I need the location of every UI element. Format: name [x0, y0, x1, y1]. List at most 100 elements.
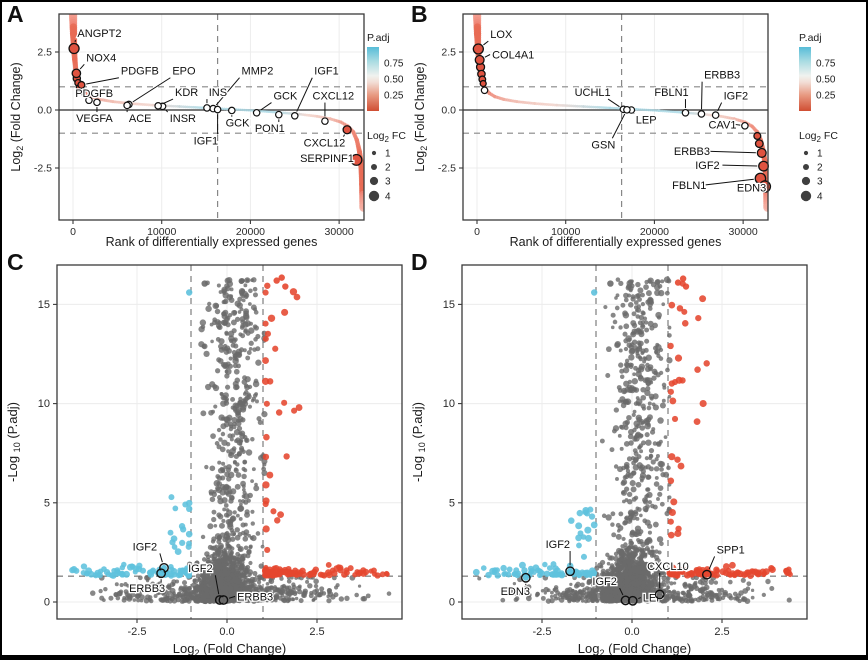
svg-text:15: 15 — [38, 299, 50, 311]
svg-text:0: 0 — [70, 226, 76, 238]
svg-text:30000: 30000 — [325, 226, 354, 238]
svg-text:0.75: 0.75 — [384, 59, 404, 70]
svg-text:Log2 (Fold Change): Log2 (Fold Change) — [413, 62, 429, 171]
gene-annotations: IGF2 ERBB3 IGF2 ERBB3 — [128, 540, 274, 605]
svg-text:0.75: 0.75 — [816, 59, 836, 70]
svg-text:2: 2 — [817, 163, 823, 174]
svg-text:Rank of differentially express: Rank of differentially expressed genes — [106, 235, 318, 249]
point-cloud — [472, 275, 793, 604]
gene-labels: ANGPT2 NOX4 PDGFB EPO MMP2 IGF1 PDGFB VEGFA ACE I… — [74, 27, 355, 167]
panel-a-rank-plot: ANGPT2 NOX4 PDGFB EPO MMP2 IGF1 PDGFB VEGFA ACE I… — [9, 13, 406, 249]
legend: P.adj 0.75 0.50 0.25 Log2 FC 1 2 3 4 — [799, 32, 838, 203]
svg-text:20000: 20000 — [640, 226, 669, 238]
svg-text:ERBB3: ERBB3 — [674, 146, 710, 158]
svg-text:ERBB3: ERBB3 — [704, 70, 740, 82]
svg-text:-2.5: -2.5 — [438, 163, 456, 175]
svg-text:-2.5: -2.5 — [34, 163, 52, 175]
svg-text:ACE: ACE — [129, 113, 152, 125]
svg-text:0: 0 — [44, 597, 50, 609]
svg-text:0.0: 0.0 — [441, 105, 456, 117]
svg-text:EPO: EPO — [172, 66, 196, 78]
svg-text:0.25: 0.25 — [384, 91, 404, 102]
panel-c-volcano-plot: IGF2 ERBB3 IGF2 ERBB3 -2.5 0.0 2.5 0 5 10 15 Log2 (… — [5, 264, 403, 658]
legend: P.adj 0.75 0.50 0.25 Log2 FC 1 2 3 4 — [367, 32, 406, 203]
svg-text:-2.5: -2.5 — [128, 626, 147, 638]
svg-text:2.5: 2.5 — [309, 626, 324, 638]
svg-text:10000: 10000 — [551, 226, 580, 238]
svg-text:0.25: 0.25 — [816, 91, 836, 102]
svg-text:20000: 20000 — [236, 226, 265, 238]
svg-text:IGF2: IGF2 — [133, 541, 157, 553]
panel-a-letter: A — [7, 1, 24, 27]
svg-text:P.adj: P.adj — [799, 32, 822, 44]
svg-text:CAV1: CAV1 — [709, 120, 737, 132]
svg-text:VEGFA: VEGFA — [76, 113, 113, 125]
svg-text:10: 10 — [38, 398, 50, 410]
svg-text:2: 2 — [385, 163, 391, 174]
svg-text:4: 4 — [817, 192, 823, 203]
svg-text:ERBB3: ERBB3 — [129, 583, 165, 595]
svg-text:0.50: 0.50 — [384, 75, 404, 86]
svg-text:CXCL12: CXCL12 — [313, 91, 355, 103]
svg-text:KDR: KDR — [175, 87, 198, 99]
svg-text:PDGFB: PDGFB — [75, 88, 113, 100]
svg-text:4: 4 — [385, 192, 391, 203]
svg-text:3: 3 — [817, 177, 823, 188]
svg-text:3: 3 — [385, 177, 391, 188]
svg-text:PDGFB: PDGFB — [121, 66, 159, 78]
svg-text:1: 1 — [817, 149, 823, 160]
axes: 0 10000 20000 30000 2.5 0.0 -2.5 Rank of differ… — [9, 13, 365, 249]
svg-text:P.adj: P.adj — [367, 32, 390, 44]
svg-text:0.50: 0.50 — [816, 75, 836, 86]
svg-text:ANGPT2: ANGPT2 — [77, 28, 121, 40]
svg-text:LEP: LEP — [636, 114, 657, 126]
axes: 0 10000 20000 30000 2.5 0.0 -2.5 Rank of differ… — [413, 13, 769, 249]
svg-text:Rank of differentially express: Rank of differentially expressed genes — [510, 235, 722, 249]
svg-text:2.5: 2.5 — [441, 47, 456, 59]
svg-text:ERBB3: ERBB3 — [237, 591, 273, 603]
svg-text:EDN3: EDN3 — [737, 183, 766, 195]
svg-text:IGF2: IGF2 — [724, 91, 748, 103]
svg-text:GCK: GCK — [226, 118, 251, 130]
svg-text:30000: 30000 — [729, 226, 758, 238]
svg-text:10000: 10000 — [147, 226, 176, 238]
svg-text:-Log 10 (P.adj): -Log 10 (P.adj) — [5, 402, 22, 482]
panel-b-letter: B — [411, 1, 428, 27]
svg-text:Log2 FC: Log2 FC — [799, 130, 838, 144]
svg-text:Log2 (Fold Change): Log2 (Fold Change) — [173, 641, 286, 658]
svg-text:0: 0 — [474, 226, 480, 238]
svg-text:2.5: 2.5 — [37, 47, 52, 59]
threshold-lines — [463, 14, 768, 220]
point-cloud — [69, 274, 392, 605]
svg-text:MMP2: MMP2 — [242, 66, 274, 78]
gridlines — [59, 14, 364, 220]
panel-d-letter: D — [411, 249, 428, 275]
svg-text:Log2 (Fold Change): Log2 (Fold Change) — [9, 62, 25, 171]
gene-markers — [472, 43, 772, 193]
svg-text:IGF1: IGF1 — [314, 66, 338, 78]
panel-c-letter: C — [7, 249, 24, 275]
svg-text:IGF1: IGF1 — [194, 135, 218, 147]
svg-text:SERPINF1: SERPINF1 — [300, 153, 354, 165]
svg-text:GCK: GCK — [273, 91, 298, 103]
svg-text:IGF2: IGF2 — [695, 160, 719, 172]
svg-text:Log2 FC: Log2 FC — [367, 130, 406, 144]
svg-text:UCHL1: UCHL1 — [575, 87, 611, 99]
svg-text:CXCL12: CXCL12 — [304, 138, 346, 150]
svg-text:FBLN1: FBLN1 — [654, 87, 688, 99]
panel-b-rank-plot: LOX COL4A1 UCHL1 LEP GSN FBLN1 ERBB3 IGF2 CAV1 ER… — [413, 13, 838, 249]
svg-text:GSN: GSN — [591, 139, 615, 151]
svg-text:1: 1 — [385, 149, 391, 160]
svg-text:IGF2: IGF2 — [188, 563, 212, 575]
svg-text:FBLN1: FBLN1 — [672, 180, 706, 192]
gene-markers — [68, 42, 363, 166]
svg-text:5: 5 — [44, 497, 50, 509]
svg-text:INSR: INSR — [170, 113, 196, 125]
gene-labels: LOX COL4A1 UCHL1 LEP GSN FBLN1 ERBB3 IGF2 CAV1 ER… — [483, 28, 768, 196]
svg-text:LOX: LOX — [490, 29, 513, 41]
